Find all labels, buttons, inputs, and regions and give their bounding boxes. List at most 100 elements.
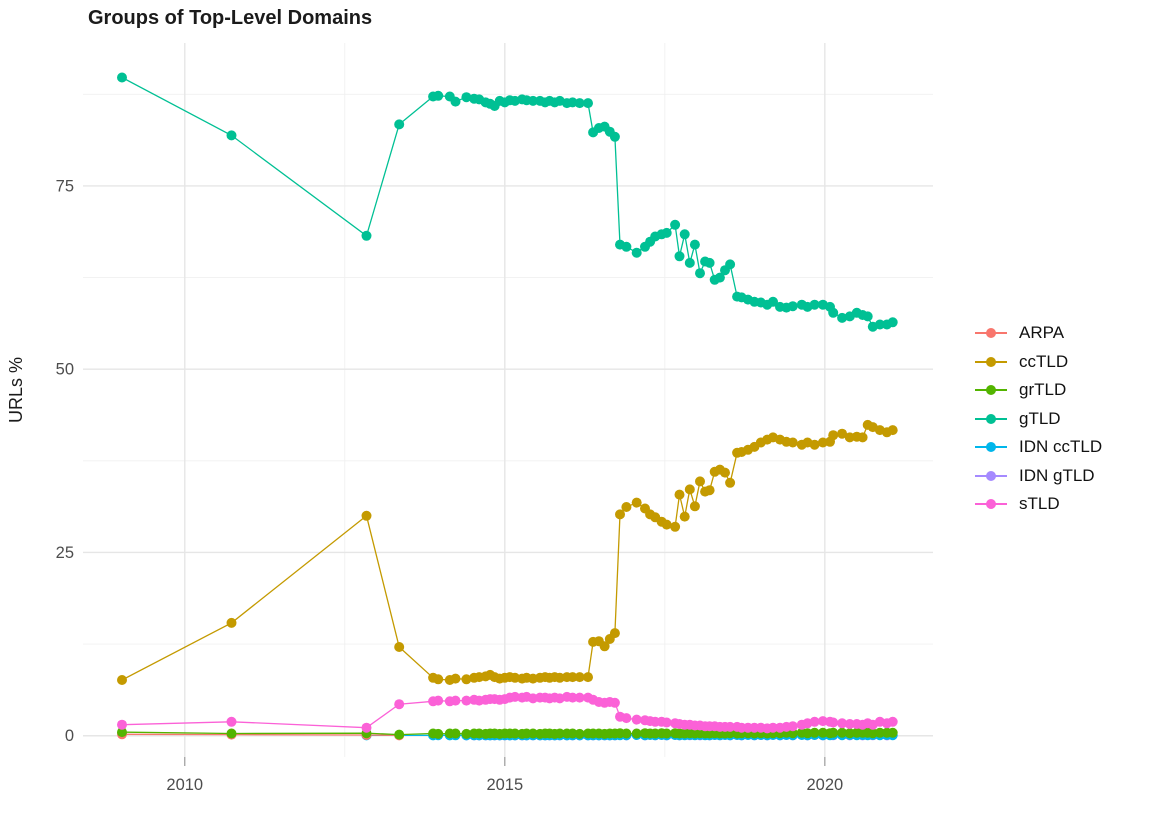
data-point: [361, 722, 372, 733]
y-tick-label: 0: [65, 727, 74, 745]
data-point: [684, 257, 695, 268]
data-point: [679, 229, 690, 240]
data-point: [704, 485, 715, 496]
data-point: [725, 259, 736, 270]
y-tick-label: 50: [56, 361, 74, 379]
legend-label: grTLD: [1019, 380, 1067, 400]
data-point: [768, 722, 778, 733]
data-point: [361, 230, 372, 241]
legend-item-arpa: ARPA: [975, 319, 1102, 348]
y-axis-title: URLs %: [6, 357, 26, 423]
data-point: [361, 510, 372, 521]
data-point: [695, 476, 705, 487]
data-point: [720, 467, 730, 478]
y-tick-label: 75: [56, 177, 74, 195]
data-point: [117, 72, 127, 83]
series-gtld: [117, 72, 898, 332]
data-point: [599, 641, 610, 652]
x-tick-label: 2020: [806, 776, 843, 794]
data-point: [661, 519, 672, 530]
data-point: [631, 497, 642, 508]
data-point: [433, 90, 444, 101]
legend-item-grtld: grTLD: [975, 376, 1102, 405]
data-point: [704, 257, 715, 268]
data-point: [117, 719, 127, 730]
data-point: [433, 695, 444, 706]
data-point: [583, 672, 593, 683]
data-point: [874, 319, 885, 330]
data-point: [674, 251, 685, 262]
data-point: [574, 98, 585, 109]
legend-key-icon: [975, 440, 1007, 454]
gridlines-major: [83, 43, 933, 757]
legend-label: IDN ccTLD: [1019, 437, 1103, 457]
data-point: [837, 428, 848, 439]
data-point: [674, 489, 685, 500]
legend-key-icon: [975, 355, 1007, 369]
legend: ARPA ccTLD grTLD gTLD IDN ccTLD IDN gTLD…: [975, 319, 1102, 519]
data-point: [887, 425, 898, 436]
data-point: [695, 268, 705, 279]
data-point: [684, 484, 695, 495]
legend-label: ccTLD: [1019, 351, 1069, 371]
data-point: [725, 721, 736, 732]
data-point: [725, 477, 736, 488]
data-point: [828, 727, 839, 738]
y-tick-label: 25: [56, 544, 74, 562]
data-point: [670, 219, 681, 230]
series-cctld: [117, 419, 898, 685]
data-point: [874, 727, 885, 738]
data-point: [461, 92, 472, 103]
data-point: [450, 673, 461, 684]
legend-item-idn-gtld: IDN gTLD: [975, 462, 1102, 491]
data-point: [528, 95, 538, 106]
data-point: [621, 241, 632, 252]
data-point: [615, 509, 625, 520]
data-point: [621, 502, 632, 512]
data-point: [670, 521, 681, 532]
data-point: [802, 728, 813, 739]
data-point: [554, 728, 565, 739]
chart-title: Groups of Top-Level Domains: [88, 7, 372, 29]
data-point: [574, 728, 585, 739]
data-point: [857, 432, 868, 443]
data-point: [631, 247, 642, 258]
legend-item-gtld: gTLD: [975, 405, 1102, 434]
data-point: [714, 272, 725, 283]
data-point: [567, 728, 578, 739]
data-point: [450, 96, 461, 107]
data-point: [887, 716, 898, 727]
data-point: [621, 713, 632, 724]
data-point: [461, 674, 472, 685]
data-point: [574, 692, 585, 703]
data-point: [450, 728, 461, 739]
data-point: [837, 718, 848, 729]
x-tick-label: 2010: [166, 776, 203, 794]
legend-label: IDN gTLD: [1019, 465, 1095, 485]
data-point: [394, 729, 405, 740]
data-point: [609, 628, 620, 639]
data-point: [809, 716, 820, 727]
y-axis-labels: 0 25 50 75: [56, 177, 74, 745]
data-point: [117, 675, 127, 685]
data-point: [609, 697, 620, 708]
data-point: [117, 727, 127, 738]
data-point: [837, 312, 848, 323]
data-point: [661, 717, 672, 728]
data-point: [828, 717, 839, 728]
legend-item-cctld: ccTLD: [975, 348, 1102, 377]
series-layer: [117, 72, 898, 741]
legend-key-icon: [975, 497, 1007, 511]
data-point: [631, 714, 642, 725]
x-tick-label: 2015: [486, 776, 523, 794]
series-grtld: [117, 727, 898, 740]
data-point: [226, 617, 237, 628]
legend-key-icon: [975, 412, 1007, 426]
data-point: [862, 311, 873, 322]
data-point: [226, 716, 237, 727]
data-point: [510, 728, 520, 739]
data-point: [394, 699, 405, 710]
data-point: [844, 719, 855, 729]
gridlines-minor: [83, 43, 933, 757]
data-point: [394, 642, 405, 652]
